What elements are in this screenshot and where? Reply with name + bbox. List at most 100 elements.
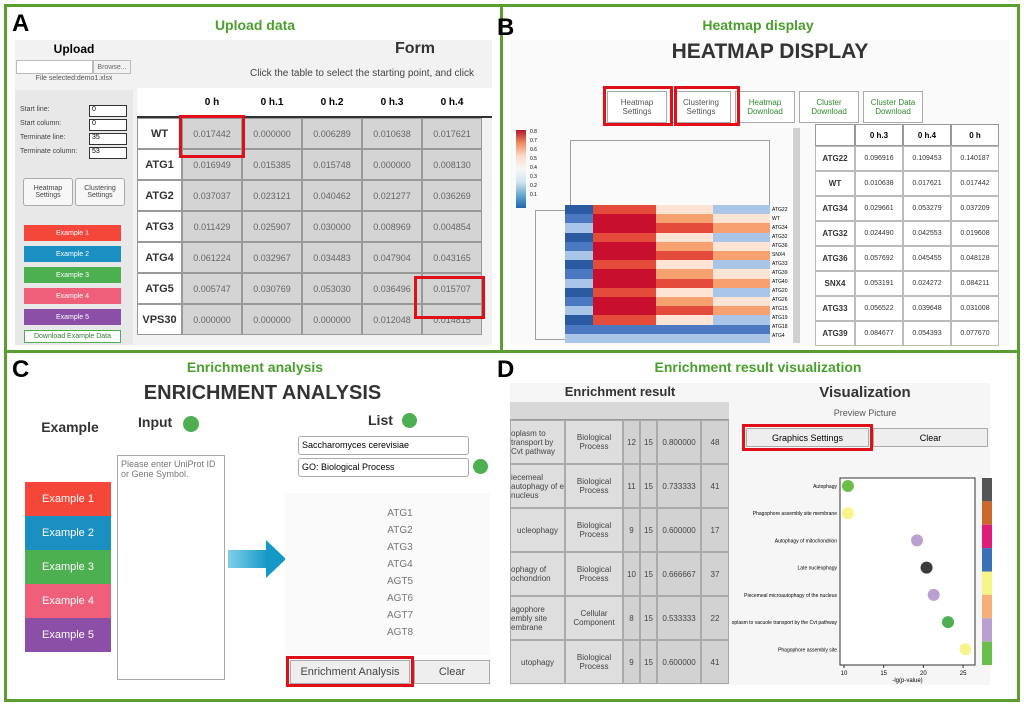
table-cell[interactable]: 0.005747: [182, 273, 242, 304]
example-button[interactable]: Example 3: [25, 550, 111, 584]
table-cell: 0.010638: [855, 171, 903, 196]
heatmap-cell: [656, 324, 662, 334]
table-cell[interactable]: 0.025907: [242, 211, 302, 242]
row-header: ATG1: [137, 149, 182, 180]
panel-title: Enrichment analysis: [186, 359, 324, 375]
example-button[interactable]: Example 1: [24, 225, 121, 241]
heatmap-cell: [627, 214, 634, 224]
row-header: VPS30: [137, 304, 182, 335]
table-cell[interactable]: 0.008130: [422, 149, 482, 180]
download-button[interactable]: Download Example Data: [24, 330, 121, 343]
table-cell[interactable]: 0.021277: [362, 180, 422, 211]
table-cell[interactable]: 0.040462: [302, 180, 362, 211]
table-cell[interactable]: 0.015385: [242, 149, 302, 180]
table-cell[interactable]: 0.011429: [182, 211, 242, 242]
heatmap-cell: [690, 315, 696, 325]
table-cell[interactable]: 0.043165: [422, 242, 482, 273]
example-button[interactable]: Example 3: [24, 267, 121, 283]
heatmap-cell: [593, 269, 600, 279]
table-cell[interactable]: 0.008969: [362, 211, 422, 242]
table-cell[interactable]: 0.000000: [182, 304, 242, 335]
heatmap-cell: [735, 205, 742, 215]
toolbar-button[interactable]: Heatmap Download: [735, 91, 795, 123]
table-cell[interactable]: 0.034483: [302, 242, 362, 273]
table-cell[interactable]: 0.000000: [242, 118, 302, 149]
table-cell[interactable]: 0.012048: [362, 304, 422, 335]
run-button[interactable]: Enrichment Analysis: [290, 660, 410, 684]
heatmap-cell: [684, 232, 691, 242]
table-cell[interactable]: 0.032967: [242, 242, 302, 273]
example-button[interactable]: Example 5: [25, 618, 111, 652]
heatmap-cell: [752, 232, 759, 242]
clear-button[interactable]: Clear: [414, 660, 490, 684]
table-cell[interactable]: 0.047904: [362, 242, 422, 273]
input-textarea[interactable]: Please enter UniProt ID or Gene Symbol.: [117, 455, 225, 680]
table-cell[interactable]: 0.000000: [302, 304, 362, 335]
heatmap-cell: [587, 333, 594, 343]
heatmap-cell: [707, 333, 714, 343]
toolbar-button[interactable]: Heatmap Settings: [607, 91, 667, 123]
table-cell[interactable]: 0.036496: [362, 273, 422, 304]
table-cell[interactable]: 0.023121: [242, 180, 302, 211]
highlight: [603, 86, 673, 126]
example-button[interactable]: Example 2: [25, 516, 111, 550]
clear-button[interactable]: Clear: [873, 428, 988, 447]
table-cell[interactable]: 0.010638: [362, 118, 422, 149]
graphics-button[interactable]: Graphics Settings: [746, 428, 869, 447]
table-cell[interactable]: 0.030769: [242, 273, 302, 304]
table-cell[interactable]: 0.016949: [182, 149, 242, 180]
table-top: [510, 402, 729, 420]
example-button[interactable]: Example 2: [24, 246, 121, 262]
heatmap-cell: [565, 315, 571, 325]
table-cell[interactable]: 0.015748: [302, 149, 362, 180]
example-button[interactable]: Example 1: [25, 482, 111, 516]
field-input[interactable]: 53: [89, 147, 127, 159]
ontology-select[interactable]: GO: Biological Process: [298, 458, 469, 477]
table-cell[interactable]: 0.037037: [182, 180, 242, 211]
table-cell[interactable]: 0.004854: [422, 211, 482, 242]
heatmap-cell: [718, 269, 725, 279]
heatmap-cell: [701, 214, 708, 224]
heatmap-cell: [604, 214, 611, 224]
table-cell: 0.600000: [657, 508, 701, 552]
heatmap-cell: [593, 315, 600, 325]
table-cell: 0.054393: [903, 321, 951, 346]
example-button[interactable]: Example 4: [25, 584, 111, 618]
field-input[interactable]: 0: [89, 105, 127, 117]
example-button[interactable]: Example 5: [24, 309, 121, 325]
table-cell[interactable]: 0.030000: [302, 211, 362, 242]
toolbar-button[interactable]: Cluster Download: [799, 91, 859, 123]
table-cell[interactable]: 0.000000: [362, 149, 422, 180]
table-cell[interactable]: 0.017621: [422, 118, 482, 149]
heatmap-cell: [587, 287, 594, 297]
table-cell[interactable]: 0.014815: [422, 304, 482, 335]
toolbar-button[interactable]: Cluster Data Download: [863, 91, 923, 123]
heatmap-cell: [724, 333, 731, 343]
heatmap-cell: [565, 241, 571, 251]
heatmap-cell: [690, 333, 696, 343]
table-cell[interactable]: 0.053030: [302, 273, 362, 304]
heatmap-cell: [639, 315, 645, 325]
row-header: ATG4: [137, 242, 182, 273]
settings-button[interactable]: Heatmap Settings: [23, 178, 73, 206]
browse-button[interactable]: Browse...: [93, 60, 131, 74]
table-cell[interactable]: 0.061224: [182, 242, 242, 273]
table-cell[interactable]: 0.017442: [182, 118, 242, 149]
heatmap-cell: [576, 232, 583, 242]
heatmap-cell: [764, 306, 770, 316]
species-select[interactable]: Saccharomyces cerevisiae: [298, 436, 469, 455]
settings-button[interactable]: Clustering Settings: [75, 178, 125, 206]
heatmap-cell: [724, 223, 731, 233]
heatmap-cell: [650, 269, 657, 279]
table-cell[interactable]: 0.000000: [242, 304, 302, 335]
table-cell[interactable]: 0.006289: [302, 118, 362, 149]
heatmap-cell: [656, 232, 662, 242]
help-icon: [473, 459, 488, 474]
field-input[interactable]: 35: [89, 133, 127, 145]
table-cell[interactable]: 0.036269: [422, 180, 482, 211]
example-button[interactable]: Example 4: [24, 288, 121, 304]
heatmap-cell: [667, 278, 674, 288]
heatmap-cell: [644, 269, 651, 279]
field-input[interactable]: 0: [89, 119, 127, 131]
table-cell: 0.084677: [855, 321, 903, 346]
